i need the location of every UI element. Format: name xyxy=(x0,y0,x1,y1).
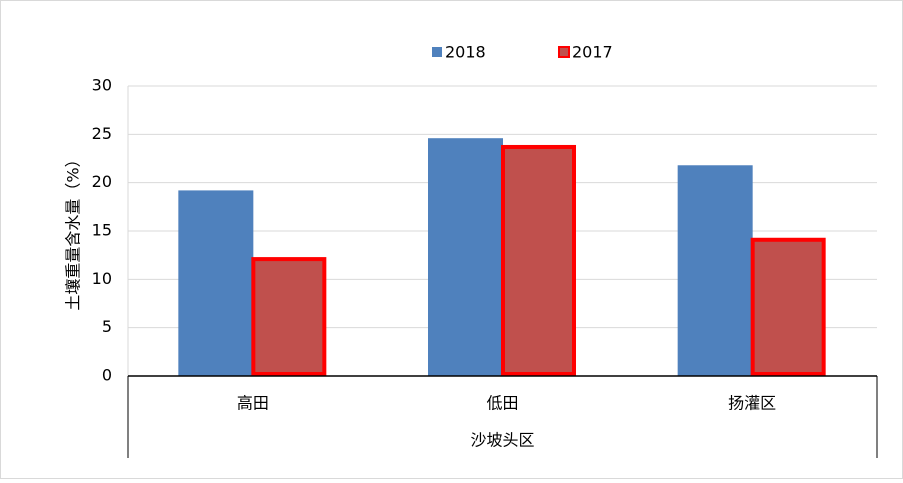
legend-label: 2017 xyxy=(572,43,613,62)
x-group-label: 沙坡头区 xyxy=(470,431,534,450)
bar xyxy=(428,138,503,376)
x-tick-label: 低田 xyxy=(486,394,518,413)
y-tick-label: 0 xyxy=(102,366,112,385)
bar xyxy=(501,144,576,376)
bar xyxy=(178,190,254,376)
y-tick-label: 15 xyxy=(92,221,112,240)
bar xyxy=(677,165,753,376)
y-tick-label: 5 xyxy=(102,317,112,336)
x-tick-label: 高田 xyxy=(237,394,269,413)
bar xyxy=(251,257,327,377)
legend-swatch xyxy=(558,46,570,58)
y-tick-label: 25 xyxy=(92,124,112,143)
y-tick-label: 30 xyxy=(92,76,112,95)
legend-label: 2018 xyxy=(445,43,486,62)
y-axis-label: 土壤重量含水量（%） xyxy=(64,151,83,310)
bar xyxy=(750,237,826,376)
y-tick-label: 20 xyxy=(92,172,112,191)
x-tick-label: 扬灌区 xyxy=(728,394,776,413)
y-tick-label: 10 xyxy=(92,269,112,288)
legend-swatch xyxy=(432,47,442,57)
